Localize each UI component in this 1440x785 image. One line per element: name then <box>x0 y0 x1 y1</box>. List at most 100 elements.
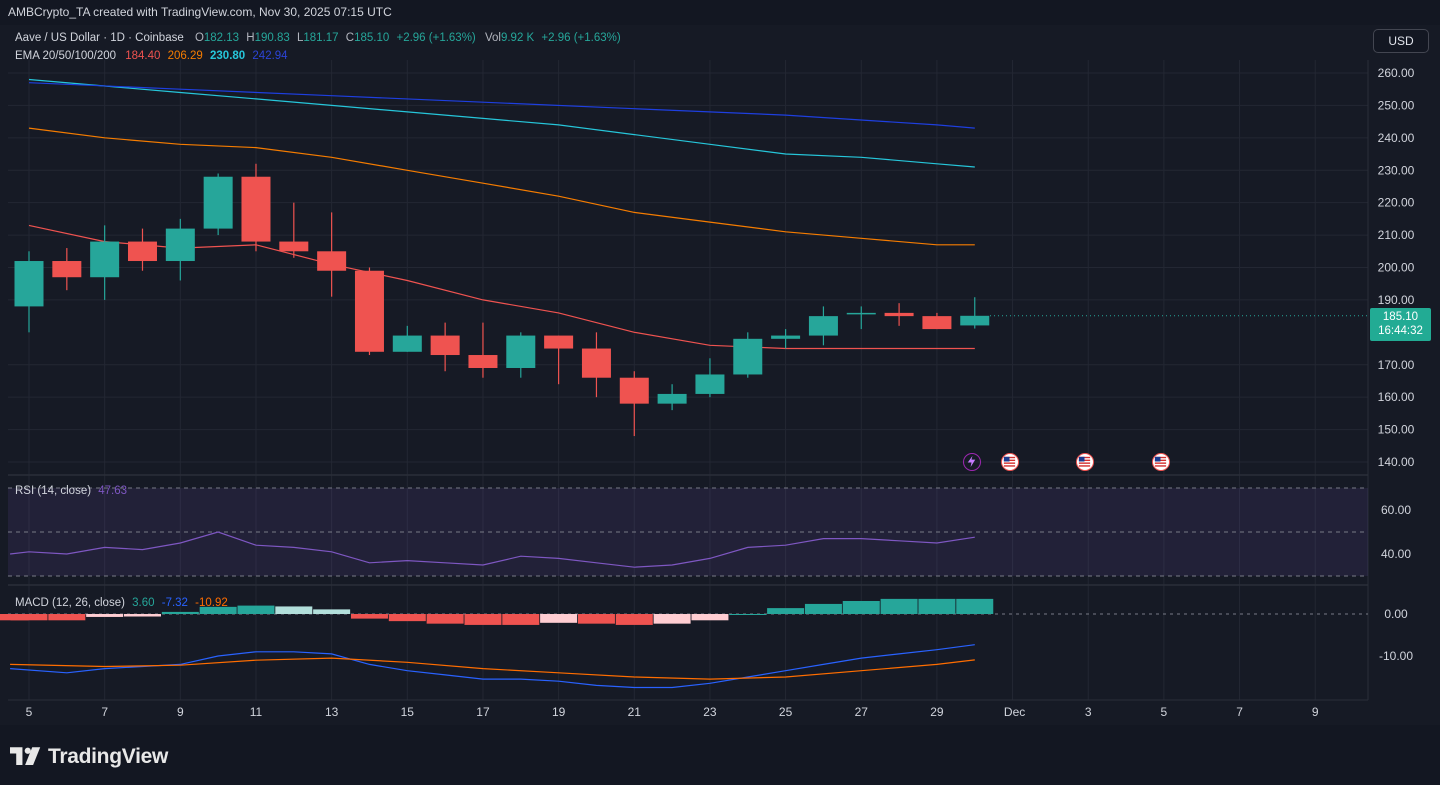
ema-line <box>28 127 975 246</box>
last-price-tag: 185.10 16:44:32 <box>1370 308 1431 341</box>
axes: 260.00 250.00 240.00 230.00 220.00 210.00 200.… <box>26 66 1415 719</box>
time-tick-label: 15 <box>401 705 415 719</box>
time-tick-label: 23 <box>703 705 717 719</box>
macd-histogram-bar <box>161 611 199 614</box>
rsi-tick-label: 40.00 <box>1381 547 1411 561</box>
rsi-value: 47.63 <box>98 485 128 497</box>
time-tick-label: 13 <box>325 705 339 719</box>
time-tick-label: 7 <box>101 705 108 719</box>
macd-tick-label: -10.00 <box>1379 649 1413 663</box>
us-flag-icon[interactable] <box>1001 453 1019 471</box>
macd-histogram-bar <box>653 614 691 624</box>
bar-countdown: 16:44:32 <box>1378 325 1423 337</box>
macd-histogram-bar <box>540 614 578 623</box>
price-tick-label: 200.00 <box>1378 261 1415 275</box>
currency-button[interactable]: USD <box>1373 29 1429 53</box>
ema-line <box>28 82 975 129</box>
rsi-label: RSI (14, close) <box>15 485 92 497</box>
macd-histogram-bar <box>10 614 48 621</box>
price-tick-label: 220.00 <box>1378 196 1415 210</box>
last-price: 185.10 <box>1382 311 1419 323</box>
candle-body <box>960 315 990 326</box>
time-tick-label: 21 <box>628 705 642 719</box>
tradingview-logo-icon <box>10 747 41 765</box>
rsi-tick-label: 60.00 <box>1381 503 1411 517</box>
rsi-pane <box>10 531 975 568</box>
chart-credit: AMBCrypto_TA created with TradingView.co… <box>8 5 392 19</box>
candle-body <box>733 338 763 375</box>
time-tick-label: 29 <box>930 705 944 719</box>
macd-histogram-bar <box>275 606 313 614</box>
tradingview-logo[interactable]: TradingView <box>10 745 168 769</box>
candles <box>14 163 1368 437</box>
open-value: 182.13 <box>203 32 240 44</box>
ema50-value: 206.29 <box>167 50 203 62</box>
macd-histogram-bar <box>842 600 880 614</box>
top-bar: AMBCrypto_TA created with TradingView.co… <box>0 0 1440 25</box>
candle-body <box>165 228 195 262</box>
ema100-value: 230.80 <box>210 50 246 62</box>
macd-line-value: -7.32 <box>161 597 188 609</box>
us-flag-icon[interactable] <box>1152 453 1170 471</box>
ema200-value: 242.94 <box>252 50 288 62</box>
time-tick-label: 19 <box>552 705 566 719</box>
macd-histogram-bar <box>918 598 956 614</box>
candle-body <box>884 312 914 317</box>
candle-body <box>430 335 460 356</box>
rsi-legend: RSI (14, close) 47.63 <box>15 485 127 497</box>
price-tick-label: 250.00 <box>1378 98 1415 112</box>
time-tick-label: 17 <box>476 705 490 719</box>
ema-label: EMA 20/50/100/200 <box>15 50 117 62</box>
symbol-name: Aave / US Dollar · 1D · Coinbase <box>15 32 184 44</box>
candle-body <box>544 335 574 349</box>
candle-body <box>657 393 687 404</box>
price-tick-label: 170.00 <box>1378 358 1415 372</box>
volume-change: +2.96 (+1.63%) <box>541 32 621 44</box>
macd-histogram-bar <box>237 605 275 614</box>
time-tick-label: Dec <box>1004 705 1025 719</box>
time-tick-label: 9 <box>177 705 184 719</box>
time-tick-label: 11 <box>250 705 263 719</box>
candle-body <box>203 176 233 229</box>
macd-hist-value: 3.60 <box>132 597 155 609</box>
macd-histogram-bar <box>464 614 502 625</box>
macd-histogram-bar <box>388 614 426 622</box>
macd-signal-value: -10.92 <box>195 597 228 609</box>
symbol-legend: Aave / US Dollar · 1D · Coinbase O182.13… <box>15 32 621 44</box>
macd-label: MACD (12, 26, close) <box>15 597 125 609</box>
price-tick-label: 140.00 <box>1378 455 1415 469</box>
macd-histogram-bar <box>880 598 918 614</box>
lightning-icon[interactable] <box>963 453 981 471</box>
macd-histogram-bar <box>350 614 388 619</box>
macd-histogram-bar <box>48 614 86 621</box>
macd-histogram-bar <box>691 614 729 621</box>
us-flag-icon[interactable] <box>1076 453 1094 471</box>
volume-label: Vol <box>484 32 501 44</box>
macd-histogram-bar <box>426 614 464 624</box>
price-tick-label: 150.00 <box>1378 423 1415 437</box>
macd-histogram-bar <box>86 614 124 617</box>
macd-histogram-bar <box>199 606 237 614</box>
low-value: 181.17 <box>303 32 339 44</box>
price-tick-label: 240.00 <box>1378 131 1415 145</box>
candle-body <box>317 251 347 271</box>
price-tick-label: 190.00 <box>1378 293 1415 307</box>
candle-body <box>619 377 649 404</box>
change-value: +2.96 (+1.63%) <box>396 32 476 44</box>
candle-body <box>241 176 271 242</box>
candle-body <box>808 316 838 336</box>
candle-body <box>90 241 120 278</box>
price-tick-label: 210.00 <box>1378 228 1415 242</box>
macd-histogram-bar <box>123 614 161 617</box>
macd-histogram-bar <box>502 614 540 625</box>
price-tick-label: 230.00 <box>1378 163 1415 177</box>
footer <box>0 725 1440 785</box>
price-tick-label: 260.00 <box>1378 66 1415 80</box>
brand-name: TradingView <box>48 745 169 768</box>
macd-histogram-bar <box>956 598 994 614</box>
candle-body <box>581 348 611 378</box>
candle-body <box>279 241 309 252</box>
ema-lines <box>28 78 975 350</box>
time-tick-label: 3 <box>1085 705 1092 719</box>
